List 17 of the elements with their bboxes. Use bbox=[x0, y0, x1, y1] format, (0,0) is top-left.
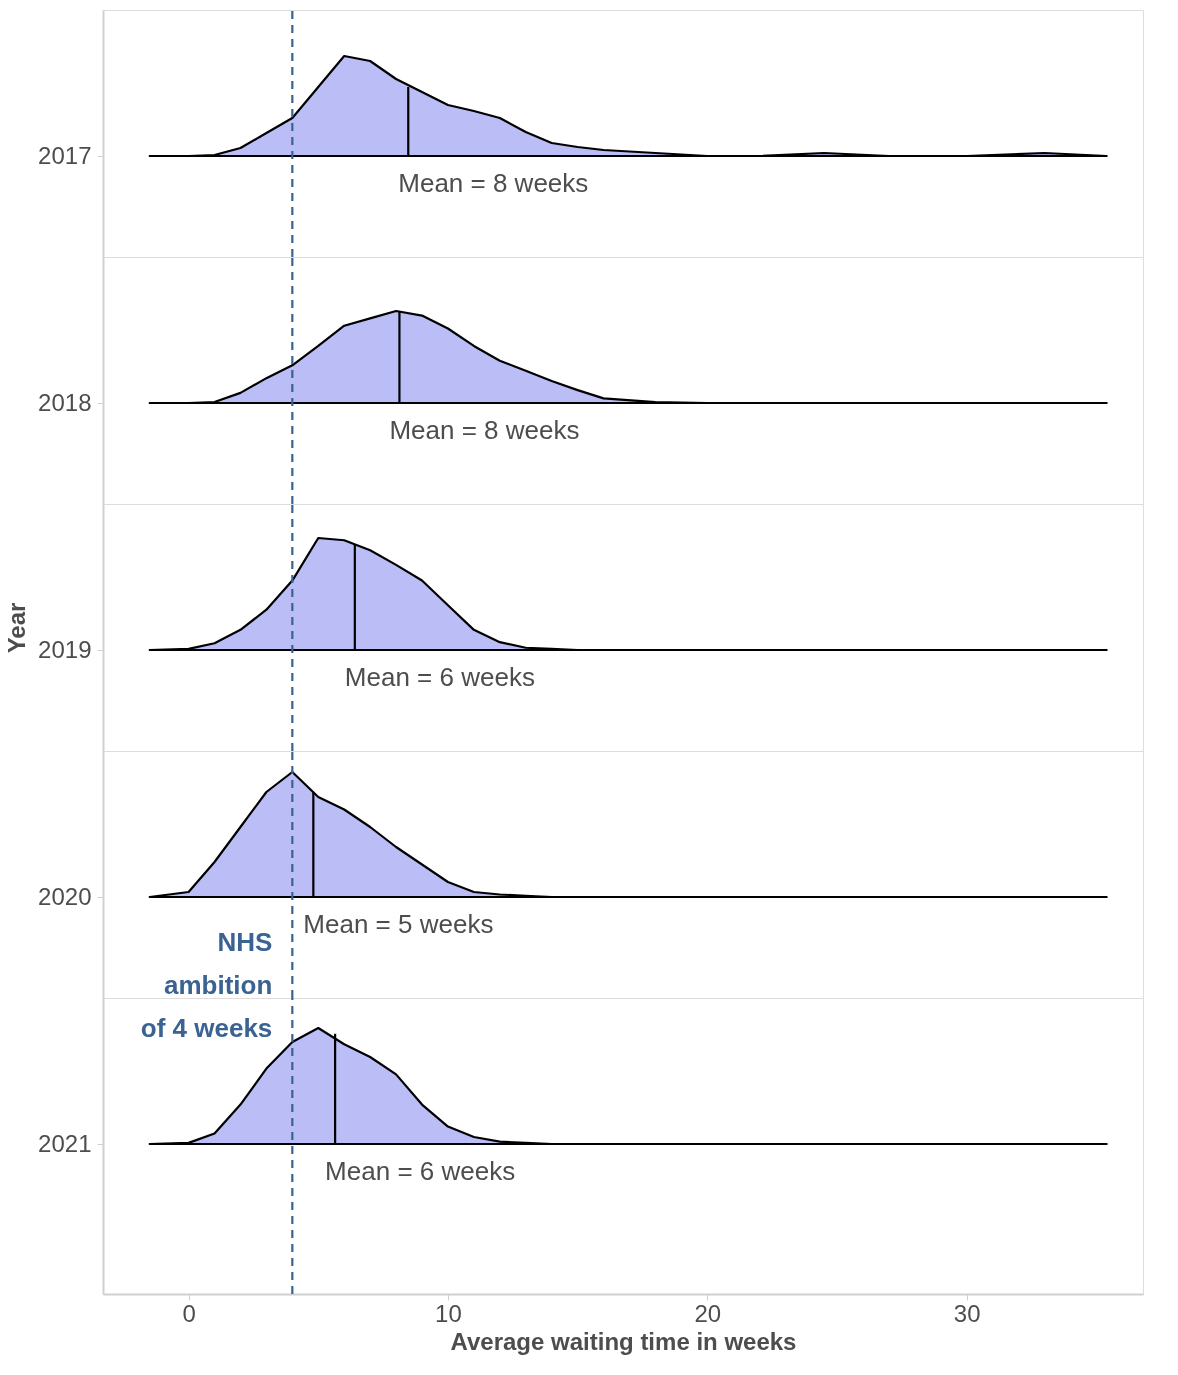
annotation: Mean = 6 weeks bbox=[344, 662, 535, 692]
annotation: Mean = 5 weeks bbox=[303, 909, 494, 939]
text: 2018 bbox=[38, 388, 92, 416]
x-tick-label: 30 bbox=[953, 1299, 981, 1327]
annotation: Mean = 8 weeks bbox=[389, 415, 580, 445]
text: 2019 bbox=[38, 635, 92, 663]
x-tick-label: 20 bbox=[694, 1299, 722, 1327]
ref-line-label: NHS ambition of 4 weeks bbox=[140, 927, 273, 1043]
text: 2017 bbox=[38, 141, 92, 169]
annotation: Mean = 8 weeks bbox=[398, 168, 589, 198]
x-tick-label: 0 bbox=[182, 1299, 196, 1327]
text: 2020 bbox=[38, 882, 92, 910]
annotation: Mean = 6 weeks bbox=[325, 1156, 516, 1186]
y-axis-title: Year bbox=[3, 602, 31, 654]
x-tick-label: 10 bbox=[435, 1299, 462, 1327]
text: 2021 bbox=[38, 1129, 92, 1157]
x-axis-title: Average waiting time in weeks bbox=[450, 1327, 797, 1355]
